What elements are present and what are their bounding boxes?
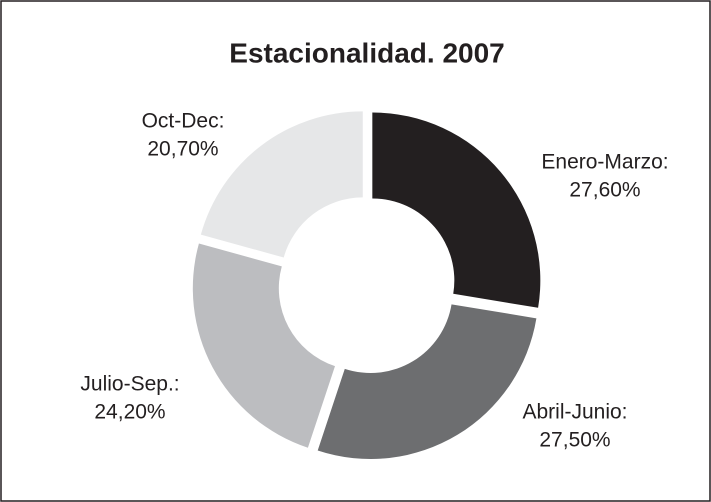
slice	[317, 304, 537, 459]
slice	[200, 111, 363, 258]
slice	[192, 243, 335, 448]
slice	[372, 112, 541, 308]
slice-label: Julio-Sep.:	[80, 373, 179, 396]
slice-value-label: 27,50%	[539, 429, 610, 452]
slice-label: Enero-Marzo:	[541, 151, 668, 174]
chart-title: Estacionalidad. 2007	[229, 37, 504, 68]
slice-value-label: 20,70%	[147, 138, 218, 161]
slice-label: Abril-Junio:	[522, 401, 627, 424]
slice-value-label: 24,20%	[94, 401, 165, 424]
slice-label: Oct-Dec:	[142, 110, 225, 133]
slice-value-label: 27,60%	[569, 179, 640, 202]
